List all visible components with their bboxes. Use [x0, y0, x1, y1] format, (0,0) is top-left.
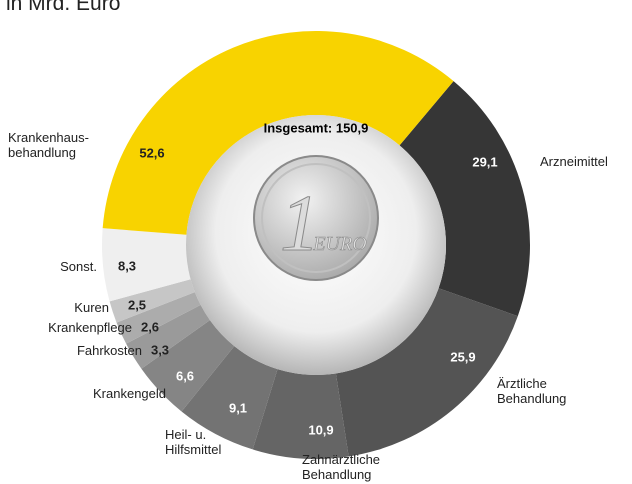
slice [181, 346, 278, 450]
slice [141, 320, 235, 412]
category-label: Zahnärztliche Behandlung [302, 452, 381, 482]
category-label: Arzneimittel [540, 154, 608, 169]
slice [252, 369, 349, 459]
center-label: Insgesamt: 150,9 [263, 120, 369, 136]
slice [101, 228, 191, 302]
coin-numeral: 1 [280, 180, 320, 268]
category-label: Fahrkosten [76, 343, 142, 358]
value-label: 8,3 [117, 258, 137, 274]
coin-text: EURO [312, 233, 366, 255]
category-label: Krankenhaus- behandlung [8, 130, 89, 160]
value-label: 10,9 [308, 422, 334, 438]
category-label: Heil- u. Hilfsmittel [165, 427, 222, 457]
slice [109, 279, 195, 323]
slice [335, 288, 518, 457]
slice [102, 30, 454, 235]
value-label: 6,6 [175, 368, 195, 384]
coin [253, 155, 379, 281]
value-label: 2,5 [127, 297, 147, 313]
value-label: 2,6 [140, 319, 160, 335]
slice [399, 81, 531, 317]
coin-rim [261, 163, 371, 273]
value-label: 29,1 [472, 154, 498, 170]
slice [116, 292, 201, 344]
value-label: 9,1 [228, 400, 248, 416]
category-label: Krankengeld [93, 386, 166, 401]
category-label: Ärztliche Behandlung [497, 376, 567, 406]
value-label: 52,6 [139, 145, 165, 161]
category-label: Sonst. [60, 259, 97, 274]
value-label: 25,9 [450, 349, 476, 365]
category-label: Krankenpflege [48, 320, 132, 335]
category-label: Kuren [74, 300, 109, 315]
slice [126, 304, 210, 369]
chart-title: in Mrd. Euro [6, 0, 121, 15]
value-label: 3,3 [150, 342, 170, 358]
